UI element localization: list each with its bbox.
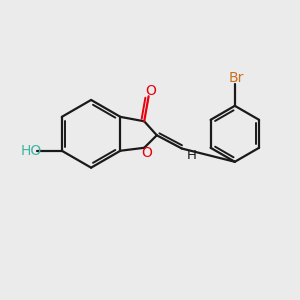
Text: H: H [186,149,196,162]
Text: HO: HO [20,144,41,158]
Text: O: O [146,84,156,98]
Text: Br: Br [229,71,244,85]
Text: O: O [142,146,153,160]
